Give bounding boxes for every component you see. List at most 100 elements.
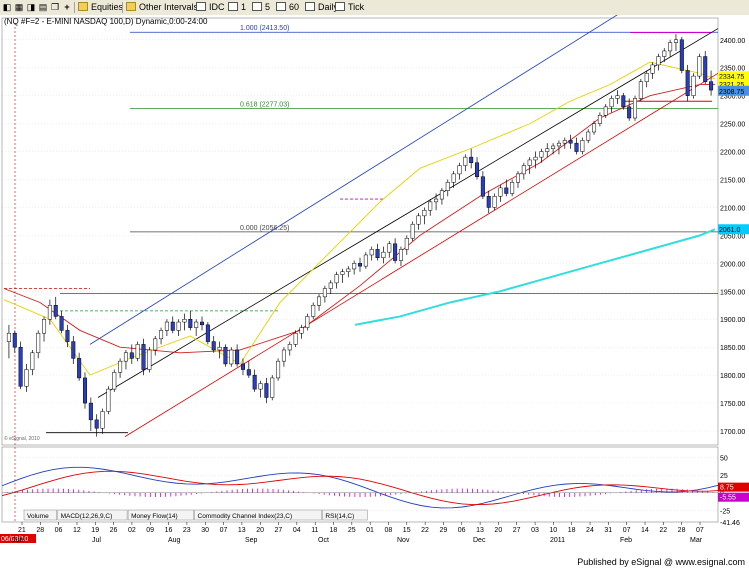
price-tick-label: 1850.00 — [720, 345, 745, 352]
x-tick-label: 30 — [201, 527, 209, 534]
interval-60-button[interactable]: 60 — [276, 1, 299, 14]
candle-down — [188, 318, 193, 328]
folder-icon — [78, 2, 88, 11]
x-tick-label: 02 — [128, 527, 136, 534]
candle-down — [703, 56, 708, 82]
price-tick-label: 1700.00 — [720, 429, 745, 436]
candle-up — [123, 352, 128, 362]
candle-down — [240, 363, 245, 370]
x-month-label: Mar — [690, 537, 703, 544]
indicator-label-box — [718, 492, 749, 502]
candle-up — [135, 344, 140, 359]
candle-up — [47, 305, 52, 320]
candle-up — [106, 388, 111, 412]
candle-down — [504, 187, 509, 194]
price-chart[interactable]: 1.000 (2413.50) 0.618 (2277.03) 0.000 (205… — [0, 0, 749, 555]
price-label-box — [718, 78, 749, 89]
interval-daily-button[interactable]: Daily — [305, 1, 338, 14]
x-tick-label: 04 — [293, 527, 301, 534]
add-icon[interactable]: + — [64, 2, 70, 12]
indicator-tick-label: 50 — [720, 456, 728, 463]
x-month-label: 06/03/10 — [1, 536, 28, 543]
price-tick-label: 2350.00 — [720, 66, 745, 73]
candle-up — [118, 360, 123, 373]
x-month-label: Jun — [12, 537, 23, 544]
candle-up — [615, 95, 620, 99]
x-month-label: Dec — [473, 537, 486, 544]
candle-up — [322, 288, 327, 298]
candle-up — [258, 383, 263, 390]
candle-up — [656, 56, 661, 66]
candle-down — [205, 324, 210, 342]
candle-up — [299, 327, 304, 334]
candle-up — [311, 305, 316, 317]
link-icon[interactable]: ◧ — [2, 2, 12, 12]
candle-up — [404, 237, 409, 250]
candle-down — [393, 243, 398, 261]
candle-up — [498, 187, 503, 197]
interval-icon — [276, 2, 286, 11]
other-intervals-button[interactable]: Other Intervals — [126, 1, 198, 14]
indicator-label-text: 8.75 — [720, 485, 734, 492]
interval-1-button[interactable]: 1 — [228, 1, 246, 14]
x-tick-label: 29 — [439, 527, 447, 534]
toolbar-separator — [122, 2, 123, 13]
chart-icon[interactable]: ▤ — [38, 2, 48, 12]
candle-up — [159, 330, 164, 340]
candle-down — [357, 263, 363, 267]
candle-up — [428, 201, 433, 211]
copy-icon[interactable]: ❐ — [50, 2, 60, 12]
interval-1-label: 1 — [241, 2, 247, 12]
interval-idc-button[interactable]: IDC — [196, 1, 225, 14]
candle-up — [194, 321, 199, 328]
candle-down — [246, 369, 251, 376]
interval-60-label: 60 — [289, 2, 300, 12]
candle-up — [387, 243, 392, 253]
candle-down — [621, 95, 626, 108]
indicator-tab-label: Commodity Channel Index(23,C) — [198, 513, 293, 520]
candle-up — [410, 223, 415, 239]
candle-down — [59, 316, 64, 331]
price-label-box — [718, 71, 749, 82]
x-tick-label: 27 — [275, 527, 283, 534]
interval-5-button[interactable]: 5 — [252, 1, 270, 14]
candle-up — [352, 263, 357, 270]
other-intervals-label: Other Intervals — [139, 2, 199, 12]
candle-up — [369, 249, 374, 256]
fib-level-label: 1.000 (2413.50) — [240, 25, 289, 32]
interval-tick-label: Tick — [348, 2, 365, 12]
x-tick-label: 06 — [458, 527, 466, 534]
candle-up — [638, 81, 643, 99]
indicator-tab — [23, 509, 57, 521]
candle-up — [586, 131, 591, 141]
candle-up — [445, 182, 450, 191]
candle-down — [568, 140, 573, 144]
interval-daily-label: Daily — [318, 2, 339, 12]
candle-down — [71, 341, 76, 359]
candle-up — [293, 332, 298, 345]
moving-average-cyan — [354, 228, 716, 326]
indicator-tab-label: Volume — [27, 513, 49, 520]
chart-title: (NQ #F=2 - E-MINI NASDAQ 100,D) Dynamic,… — [4, 17, 208, 26]
price-tick-label: 2250.00 — [720, 122, 745, 129]
candle-up — [457, 165, 462, 175]
axis-layer: 1700.00 1750.00 1800.00 1850.00 1900.00 1950.… — [0, 38, 749, 544]
interval-tick-button[interactable]: Tick — [335, 1, 364, 14]
price-label-box — [718, 85, 749, 96]
grid-icon[interactable]: ▦ — [14, 2, 24, 12]
layers-icon[interactable]: ◨ — [26, 2, 36, 12]
x-tick-label: 22 — [659, 527, 667, 534]
candle-up — [381, 251, 386, 259]
x-tick-label: 13 — [238, 527, 246, 534]
chart-area[interactable]: 1.000 (2413.50) 0.618 (2277.03) 0.000 (205… — [0, 0, 749, 555]
x-tick-label: 27 — [513, 527, 521, 534]
x-tick-label: 01 — [366, 527, 374, 534]
x-tick-label: 28 — [36, 527, 44, 534]
x-tick-label: 20 — [256, 527, 264, 534]
equities-button[interactable]: Equities — [78, 1, 123, 14]
publisher-text: Published by eSignal @ www.esignal.com — [577, 557, 745, 567]
x-month-label: Oct — [318, 537, 329, 544]
x-month-label: 2011 — [550, 537, 565, 544]
candle-up — [697, 56, 702, 77]
candle-up — [556, 142, 561, 147]
